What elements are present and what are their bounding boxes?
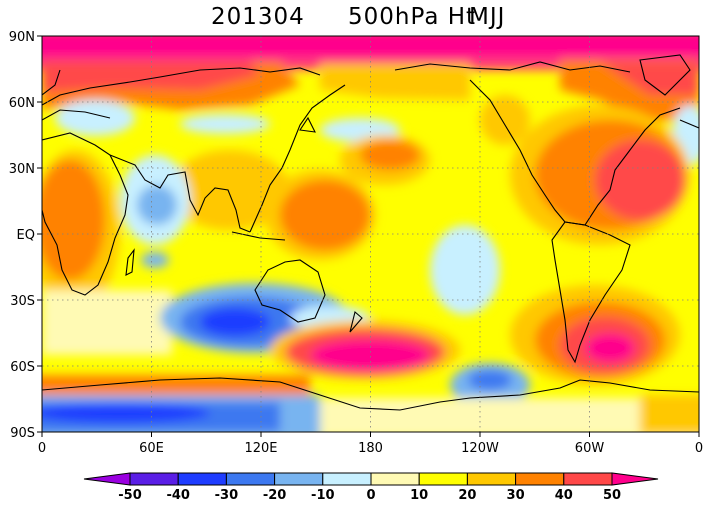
lat-label: 30N <box>9 162 35 177</box>
lat-label: 30S <box>10 294 35 309</box>
lat-label: 60S <box>10 360 35 375</box>
colorbar-label: 50 <box>603 488 621 503</box>
lon-label: 120W <box>461 441 499 456</box>
colorbar-label: -10 <box>311 488 335 503</box>
coastlines <box>42 54 699 411</box>
lat-labels: 90N 60N 30N EQ 30S 60S 90S <box>9 30 35 441</box>
colorbar-label: 30 <box>507 488 525 503</box>
colorbar-label: -50 <box>118 488 142 503</box>
colorbar-segment <box>129 472 179 486</box>
colorbar-label: 0 <box>366 488 375 503</box>
colorbar-segment <box>418 472 468 486</box>
lon-labels: 0 60E 120E 180 120W 60W 0 <box>38 441 703 456</box>
lon-label: 0 <box>38 441 46 456</box>
lon-label: 0 <box>695 441 703 456</box>
title-date: 201304 <box>211 4 305 30</box>
colorbar-segment <box>274 472 324 486</box>
lon-label: 180 <box>358 441 383 456</box>
colorbar-label: -20 <box>263 488 287 503</box>
colorbar-segment <box>322 472 372 486</box>
colorbar-segments <box>83 472 659 486</box>
lat-label: 90S <box>10 426 35 441</box>
map-title: 201304 500hPa Ht MJJ <box>0 4 712 34</box>
colorbar-segment <box>83 472 131 486</box>
colorbar-segment <box>370 472 420 486</box>
lon-label: 60E <box>139 441 164 456</box>
shaded-field <box>42 36 699 432</box>
colorbar-segment <box>611 472 659 486</box>
colorbar-label: -40 <box>166 488 190 503</box>
graticule <box>42 36 699 432</box>
title-variable: 500hPa Ht <box>348 4 477 30</box>
lon-label: 120E <box>244 441 277 456</box>
colorbar-segment <box>563 472 613 486</box>
lat-label: EQ <box>17 228 35 243</box>
colorbar-label: 40 <box>555 488 573 503</box>
colorbar-labels: -50 -40 -30 -20 -10 0 10 20 30 40 50 <box>118 488 621 503</box>
colorbar-label: -30 <box>215 488 239 503</box>
lon-label: 60W <box>575 441 605 456</box>
colorbar-segment <box>466 472 517 486</box>
title-season: MJJ <box>469 4 506 30</box>
colorbar-label: 10 <box>410 488 428 503</box>
lat-label: 90N <box>9 30 35 45</box>
lat-label: 60N <box>9 96 35 111</box>
colorbar-segment <box>177 472 227 486</box>
colorbar-segment <box>515 472 565 486</box>
tick-marks <box>37 35 700 437</box>
anomaly-map: 0 60E 120E 180 120W 60W 0 90N 60N 30N EQ… <box>9 30 703 456</box>
colorbar-segment <box>225 472 276 486</box>
colorbar-label: 20 <box>458 488 476 503</box>
